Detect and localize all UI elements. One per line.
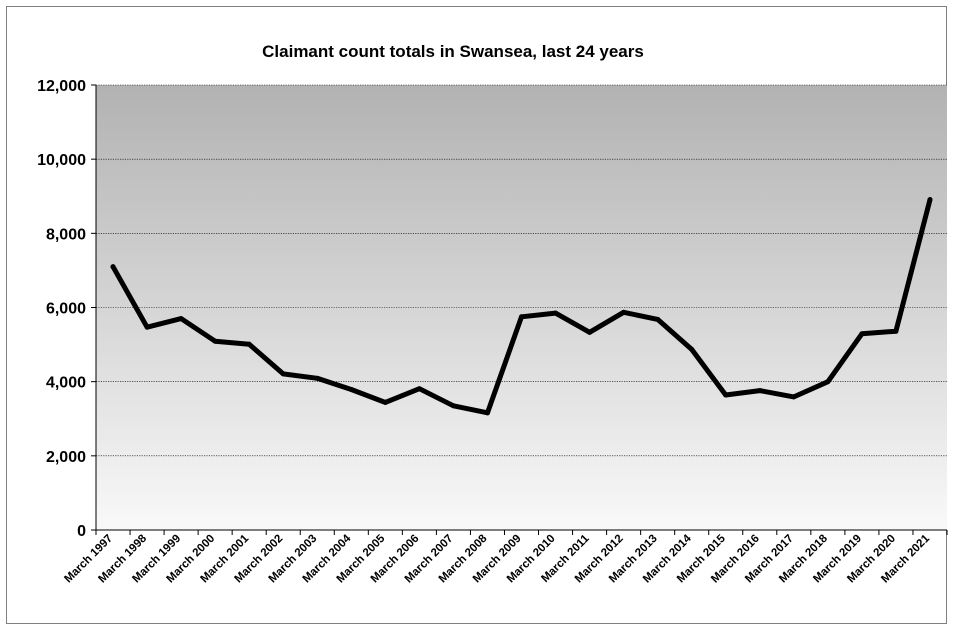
data-point	[110, 264, 116, 270]
data-point	[757, 388, 763, 394]
data-point	[723, 392, 729, 398]
data-point	[212, 338, 218, 344]
data-point	[553, 310, 559, 316]
y-tick-label: 4,000	[46, 375, 86, 392]
data-point	[280, 371, 286, 377]
data-point	[450, 403, 456, 409]
y-tick-label: 12,000	[37, 78, 86, 95]
y-tick-label: 0	[77, 523, 86, 540]
data-point	[144, 324, 150, 330]
y-tick-label: 2,000	[46, 449, 86, 466]
data-point	[484, 410, 490, 416]
data-point	[859, 331, 865, 337]
y-tick-label: 6,000	[46, 301, 86, 318]
data-point	[689, 346, 695, 352]
data-point	[178, 316, 184, 322]
data-point	[314, 375, 320, 381]
data-point	[621, 309, 627, 315]
data-point	[246, 341, 252, 347]
chart-frame: Claimant count totals in Swansea, last 2…	[6, 6, 948, 624]
data-point	[825, 379, 831, 385]
data-point	[893, 328, 899, 334]
line-chart: Claimant count totals in Swansea, last 2…	[37, 42, 948, 585]
data-point	[382, 399, 388, 405]
y-tick-label: 10,000	[37, 152, 86, 169]
data-point	[348, 386, 354, 392]
y-tick-label: 8,000	[46, 226, 86, 243]
data-point	[416, 386, 422, 392]
data-point	[519, 314, 524, 320]
data-point	[927, 197, 933, 203]
data-point	[587, 329, 593, 335]
chart-title: Claimant count totals in Swansea, last 2…	[262, 42, 644, 61]
data-point	[791, 394, 797, 400]
data-point	[655, 316, 661, 322]
